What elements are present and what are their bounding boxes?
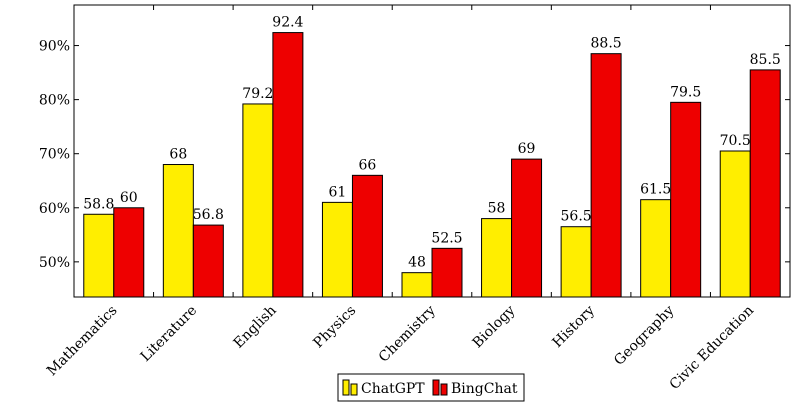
plot-frame (73, 4, 791, 298)
data-label: 79.5 (670, 84, 701, 100)
data-label: 79.2 (242, 86, 273, 102)
legend-swatch (432, 379, 440, 396)
bar-bingchat (431, 247, 463, 298)
bar-bingchat (749, 69, 781, 298)
category-label: Literature (138, 303, 200, 365)
bar-chatgpt (640, 199, 672, 298)
data-label: 48 (408, 255, 426, 271)
category-label: Geography (611, 302, 677, 368)
bar-chatgpt (481, 218, 513, 298)
category-label: History (549, 302, 598, 351)
bar-chatgpt (401, 272, 433, 298)
data-label: 58.8 (83, 196, 114, 212)
legend-swatch (350, 383, 358, 396)
data-label: 56.8 (193, 207, 224, 223)
category-label: Chemistry (376, 302, 439, 365)
x-axis: Mathematics Literature English Physics Chemi… (44, 5, 757, 393)
bar-chatgpt (162, 164, 194, 298)
y-tick-label: 70% (39, 147, 70, 163)
data-label: 66 (359, 157, 377, 173)
category-label: Biology (470, 302, 519, 351)
data-label: 61.5 (640, 182, 671, 198)
bar-bingchat (272, 32, 304, 298)
bar-chatgpt (321, 201, 353, 298)
y-axis: 50% 60% 70% 80% 90% (39, 39, 790, 271)
y-tick-label: 50% (39, 255, 70, 271)
bar-bingchat (351, 174, 383, 298)
legend-swatch (440, 383, 448, 396)
bar-bingchat (192, 224, 224, 298)
y-tick-label: 90% (39, 39, 70, 55)
bar-chatgpt (560, 226, 592, 298)
category-label: Physics (310, 303, 359, 352)
bars-layer (83, 32, 781, 298)
legend: ChatGPT BingChat (337, 373, 525, 402)
data-label: 56.5 (561, 209, 592, 225)
category-label: Civic Education (667, 303, 757, 393)
data-label: 69 (518, 141, 536, 157)
data-label: 92.4 (272, 15, 303, 31)
bar-bingchat (670, 101, 702, 298)
data-label: 60 (120, 190, 138, 206)
data-label: 85.5 (750, 52, 781, 68)
legend-label: BingChat (451, 381, 518, 397)
data-label: 52.5 (431, 230, 462, 246)
data-label: 61 (329, 184, 347, 200)
legend-label: ChatGPT (361, 381, 425, 397)
data-label: 68 (169, 147, 187, 163)
legend-box (337, 373, 525, 402)
category-label: English (231, 303, 280, 352)
category-label: Mathematics (44, 303, 121, 380)
legend-swatch (342, 379, 350, 396)
bar-chatgpt (242, 103, 274, 298)
y-tick-label: 80% (39, 93, 70, 109)
bar-bingchat (113, 207, 145, 298)
bar-chatgpt (83, 213, 115, 298)
data-label: 58 (488, 201, 506, 217)
bar-bingchat (590, 53, 622, 298)
bar-chatgpt (719, 150, 751, 298)
data-label: 88.5 (591, 36, 622, 52)
bar-bingchat (511, 158, 543, 298)
data-label: 70.5 (720, 133, 751, 149)
y-tick-label: 60% (39, 201, 70, 217)
data-labels-layer: 58.8 60 68 56.8 79.2 92.4 61 66 48 52.5 58 69 56.5 88… (83, 15, 781, 271)
